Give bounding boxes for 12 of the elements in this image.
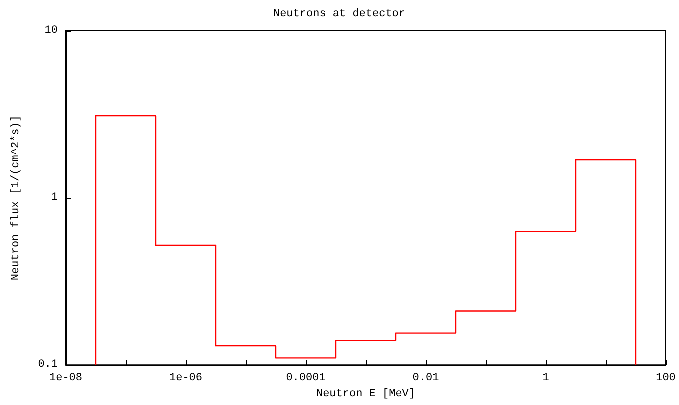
chart-title: Neutrons at detector — [273, 8, 406, 20]
y-tick-label: 10 — [44, 25, 58, 37]
y-axis-title: Neutron flux [1/(cm^2*s)] — [10, 116, 22, 281]
x-tick-label: 100 — [656, 372, 676, 385]
x-axis-title: Neutron E [MeV] — [316, 388, 416, 400]
x-tick-label: 0.0001 — [286, 372, 326, 385]
y-tick-label: 1 — [51, 192, 58, 204]
y-tick-label: 0.1 — [38, 359, 58, 372]
x-tick-label: 0.01 — [412, 372, 440, 385]
x-tick-label: 1e-08 — [49, 372, 83, 385]
x-tick-label: 1 — [542, 372, 550, 385]
x-tick-label: 1e-06 — [169, 372, 203, 385]
